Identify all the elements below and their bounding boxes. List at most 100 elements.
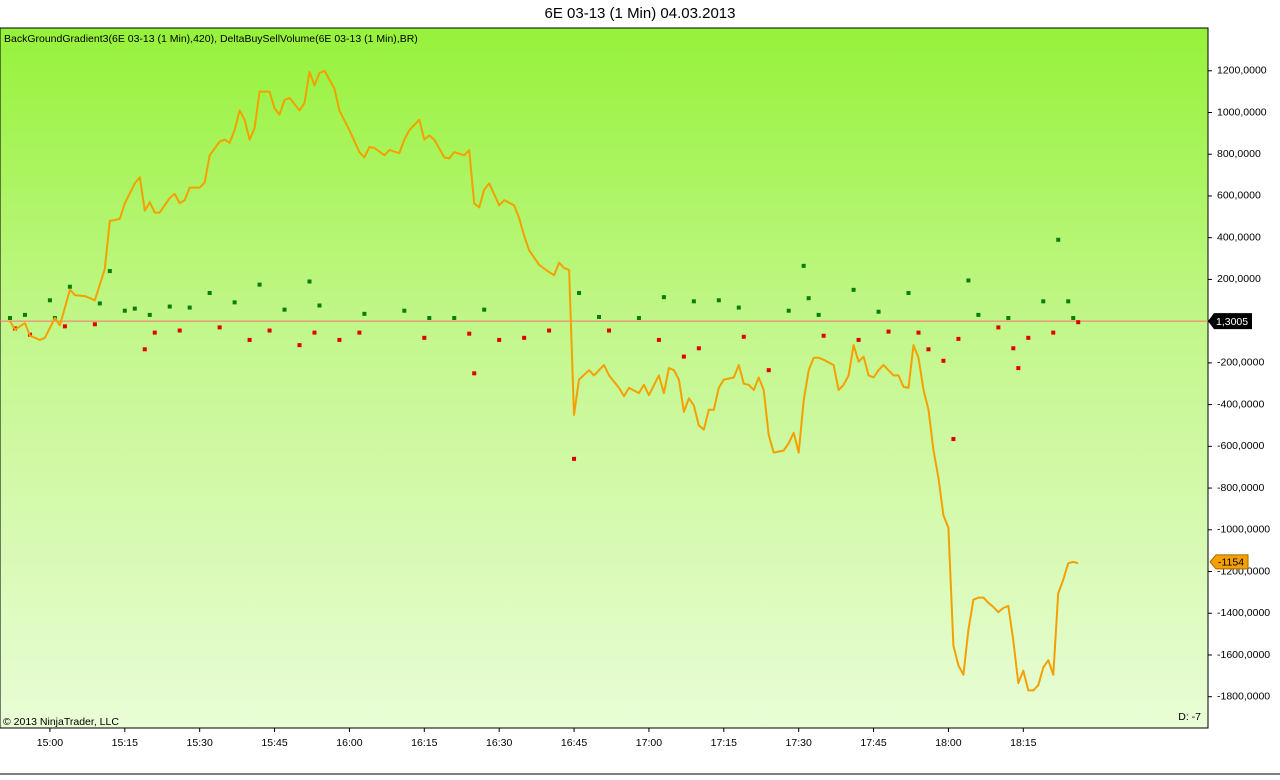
delta-dot — [257, 282, 262, 287]
plot-area — [0, 27, 1209, 729]
delta-dot — [177, 328, 182, 333]
x-tick-label: 16:15 — [411, 737, 437, 749]
delta-dot — [1051, 330, 1056, 335]
delta-dot — [522, 335, 527, 340]
x-tick-label: 18:15 — [1010, 737, 1036, 749]
y-tick-label: 600,0000 — [1217, 190, 1261, 202]
delta-dot — [307, 279, 312, 284]
delta-dot — [956, 336, 961, 341]
x-tick-label: 15:00 — [37, 737, 63, 749]
delta-dot — [597, 314, 602, 319]
delta-dot — [317, 303, 322, 308]
delta-dot — [62, 324, 67, 329]
delta-dot — [267, 328, 272, 333]
x-tick-label: 17:15 — [711, 737, 737, 749]
delta-dot — [402, 308, 407, 313]
delta-dot — [1071, 316, 1076, 321]
delta-dot — [851, 287, 856, 292]
price-marker: 1,3005 — [1216, 316, 1248, 328]
y-tick-label: -600,0000 — [1217, 440, 1264, 452]
price-marker-box — [1208, 313, 1252, 330]
delta-dot — [696, 346, 701, 351]
delta-dot — [547, 328, 552, 333]
delta-dot — [1076, 320, 1081, 325]
delta-dot — [422, 335, 427, 340]
y-tick-label: -400,0000 — [1217, 398, 1264, 410]
y-tick-label: 400,0000 — [1217, 231, 1261, 243]
delta-dot — [1066, 299, 1071, 304]
y-tick-label: 1000,0000 — [1217, 106, 1267, 118]
delta-dot — [482, 307, 487, 312]
delta-dot — [207, 290, 212, 295]
delta-dot — [656, 337, 661, 342]
x-tick-label: 17:00 — [636, 737, 662, 749]
delta-dot — [357, 330, 362, 335]
delta-dot — [926, 347, 931, 352]
delta-dot — [497, 337, 502, 342]
y-tick-label: -1600,0000 — [1217, 649, 1270, 661]
delta-dot — [1026, 335, 1031, 340]
x-tick-label: 16:30 — [486, 737, 512, 749]
delta-dot — [941, 358, 946, 363]
delta-dot — [741, 334, 746, 339]
delta-dot — [452, 316, 457, 321]
x-tick-label: 15:30 — [187, 737, 213, 749]
delta-dot — [572, 456, 577, 461]
delta-dot — [337, 337, 342, 342]
delta-dot — [691, 299, 696, 304]
delta-dot — [297, 343, 302, 348]
delta-dot — [786, 308, 791, 313]
delta-dot — [716, 298, 721, 303]
y-tick-label: -800,0000 — [1217, 482, 1264, 494]
delta-dot — [152, 330, 157, 335]
delta-dot — [816, 312, 821, 317]
delta-line — [9, 69, 1079, 692]
delta-dot — [97, 301, 102, 306]
delta-dot — [661, 295, 666, 300]
last-value-box — [1209, 554, 1249, 570]
x-tick-label: 15:15 — [112, 737, 138, 749]
delta-dot — [22, 312, 27, 317]
delta-dot — [876, 309, 881, 314]
delta-dot — [636, 316, 641, 321]
delta-dot — [362, 311, 367, 316]
delta-dot — [122, 308, 127, 313]
delta-dot — [801, 263, 806, 268]
y-tick-label: 800,0000 — [1217, 148, 1261, 160]
delta-dot — [427, 316, 432, 321]
delta-dot — [1056, 237, 1061, 242]
delta-dot — [472, 371, 477, 376]
delta-dot — [217, 325, 222, 330]
delta-dot — [966, 278, 971, 283]
delta-dot — [1041, 299, 1046, 304]
delta-dot — [7, 316, 12, 321]
delta-dot — [606, 328, 611, 333]
delta-dot — [67, 284, 72, 289]
delta-dot — [886, 329, 891, 334]
x-tick-label: 17:30 — [786, 737, 812, 749]
y-tick-label: 200,0000 — [1217, 273, 1261, 285]
delta-dot — [1016, 366, 1021, 371]
x-tick-label: 17:45 — [860, 737, 886, 749]
corner-note: D: -7 — [1178, 711, 1201, 723]
y-tick-label: -1000,0000 — [1217, 524, 1270, 536]
y-tick-label: -1800,0000 — [1217, 690, 1270, 702]
delta-dot — [147, 312, 152, 317]
x-tick-label: 16:45 — [561, 737, 587, 749]
y-tick-label: 1200,0000 — [1217, 65, 1267, 77]
delta-dot — [1011, 346, 1016, 351]
delta-dot — [312, 330, 317, 335]
delta-dot — [107, 269, 112, 274]
delta-dot — [766, 368, 771, 373]
delta-dot — [132, 306, 137, 311]
delta-dot — [821, 333, 826, 338]
delta-dot — [856, 337, 861, 342]
delta-dot — [736, 305, 741, 310]
delta-dot — [92, 322, 97, 327]
delta-dot — [976, 312, 981, 317]
delta-dot — [996, 325, 1001, 330]
y-tick-label: -1400,0000 — [1217, 607, 1270, 619]
delta-dot — [577, 290, 582, 295]
